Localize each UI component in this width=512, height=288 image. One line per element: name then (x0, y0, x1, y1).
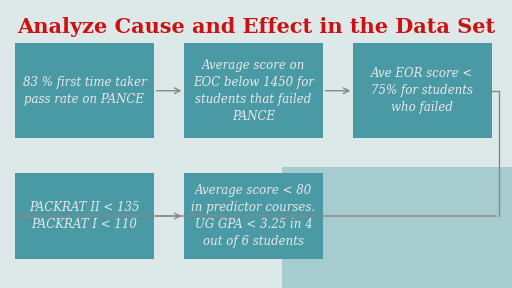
FancyBboxPatch shape (15, 43, 154, 138)
FancyBboxPatch shape (353, 43, 492, 138)
Bar (282, 167, 512, 288)
FancyBboxPatch shape (15, 173, 154, 259)
FancyBboxPatch shape (184, 43, 323, 138)
Text: Ave EOR score <
75% for students
who failed: Ave EOR score < 75% for students who fai… (371, 67, 474, 114)
Text: Average score on
EOC below 1450 for
students that failed
PANCE: Average score on EOC below 1450 for stud… (193, 59, 314, 123)
Text: PACKRAT II < 135
PACKRAT I < 110: PACKRAT II < 135 PACKRAT I < 110 (29, 201, 140, 231)
FancyBboxPatch shape (184, 173, 323, 259)
Text: Average score < 80
in predictor courses.
UG GPA < 3.25 in 4
out of 6 students: Average score < 80 in predictor courses.… (191, 184, 315, 248)
Text: Analyze Cause and Effect in the Data Set: Analyze Cause and Effect in the Data Set (17, 17, 495, 37)
Text: 83 % first time taker
pass rate on PANCE: 83 % first time taker pass rate on PANCE (23, 76, 146, 106)
